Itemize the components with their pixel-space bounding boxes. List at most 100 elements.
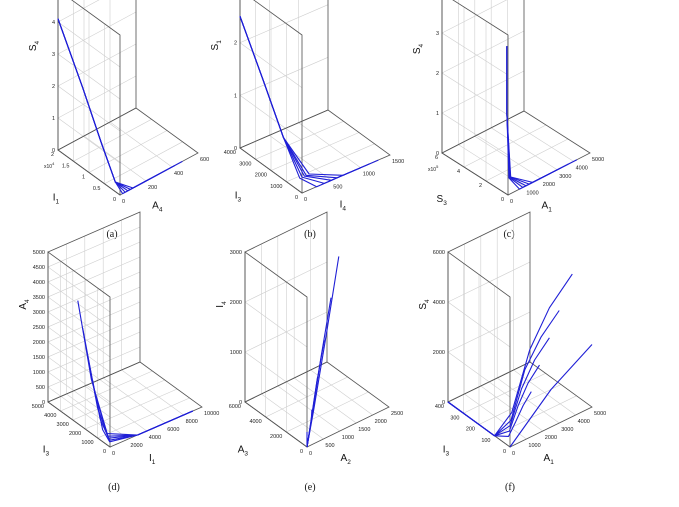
z-tick-label: 2	[234, 41, 237, 47]
chart-panel-b: 010002000300040000500100015000123x105I3I…	[210, 0, 404, 240]
panel-caption: (b)	[304, 229, 316, 240]
gridline-z	[57, 11, 137, 100]
x-tick-label: 4	[457, 169, 460, 175]
x-tick-label: 0	[103, 449, 106, 455]
x-axis-label: S3	[437, 194, 448, 207]
x-tick-label: 2	[479, 183, 482, 189]
panel-caption: (c)	[503, 229, 514, 240]
gridline-z	[447, 261, 531, 348]
y-axis-label: I4	[340, 200, 347, 213]
z-tick-label: 4	[52, 20, 55, 26]
gridline-z	[239, 4, 329, 88]
z-tick-label: 1	[234, 93, 237, 99]
chart-panel-a: 00.511.520200400600012345x105x104I1A4S4(…	[28, 0, 209, 240]
y-tick-label: 2000	[545, 435, 557, 441]
gridline-y	[268, 0, 332, 181]
x-axis-label: I3	[43, 444, 50, 457]
gridline-z	[253, 0, 303, 36]
z-axis-label: A4	[18, 299, 31, 310]
z-tick-label: 2	[436, 71, 439, 77]
x-tick-label: 0	[113, 197, 116, 203]
z-tick-label: 2000	[230, 300, 242, 306]
gridline-z	[47, 256, 141, 343]
gridline-y	[244, 252, 308, 448]
gridline-x	[494, 285, 577, 437]
gridline-z	[447, 311, 531, 398]
gridline-y	[496, 228, 560, 424]
data-curve-5	[306, 409, 313, 448]
gridline-z	[447, 361, 531, 448]
axes-wall-left	[244, 251, 308, 448]
x-tick-label: 0	[503, 449, 506, 455]
y-tick-label: 2500	[391, 411, 403, 417]
z-tick-label: 2500	[33, 325, 45, 331]
y-tick-label: 0	[304, 197, 307, 203]
x-tick-label: 300	[450, 415, 459, 421]
gridline-x	[57, 0, 137, 151]
x-tick-label: 3000	[239, 161, 251, 167]
y-tick-label: 10000	[204, 411, 219, 417]
y-tick-label: 600	[200, 157, 209, 163]
gridline-x	[441, 0, 525, 154]
x-exponent-label: x104	[44, 161, 55, 170]
y-tick-label: 2000	[543, 182, 555, 188]
y-tick-label: 2000	[375, 419, 387, 425]
x-tick-label: 5000	[32, 404, 44, 410]
panel-caption: (a)	[106, 229, 117, 240]
y-tick-label: 4000	[578, 419, 590, 425]
z-tick-label: 4000	[433, 300, 445, 306]
gridline-x	[88, 12, 168, 174]
z-tick-label: 5000	[33, 250, 45, 256]
data-curve-4	[57, 18, 160, 193]
y-tick-label: 1000	[363, 172, 375, 178]
gridline-z	[47, 226, 141, 313]
axes-floor	[244, 361, 390, 448]
y-tick-label: 8000	[186, 419, 198, 425]
data-curve-5	[506, 46, 542, 190]
chart-panel-d: 0100020003000400050000200040006000800010…	[18, 211, 219, 493]
x-axis-label: I3	[443, 444, 450, 457]
x-tick-label: 4000	[224, 150, 236, 156]
gridline-z	[47, 301, 141, 388]
gridline-x	[73, 1, 152, 162]
axes-wall-right	[447, 211, 531, 403]
panel-caption: (e)	[304, 482, 315, 493]
chart-panel-f: 0100200300400010002000300040005000020004…	[418, 211, 606, 493]
x-tick-label: 4000	[249, 419, 261, 425]
gridline-z	[47, 286, 141, 373]
y-tick-label: 400	[174, 171, 183, 177]
x-axis-label: I3	[235, 190, 242, 203]
y-tick-label: 0	[309, 451, 312, 457]
gridline-x	[463, 7, 547, 168]
x-exponent-label: x105	[428, 164, 439, 173]
gridline-y	[277, 236, 340, 432]
z-tick-label: 1	[436, 111, 439, 117]
data-curve-3	[239, 16, 361, 181]
gridline-z	[47, 271, 141, 358]
y-tick-label: 3000	[561, 427, 573, 433]
data-curve-5	[239, 16, 335, 188]
gridline-x	[119, 35, 199, 196]
y-axis-label: A1	[544, 453, 555, 466]
z-axis-label: S4	[418, 299, 431, 310]
x-tick-label: 0	[295, 195, 298, 201]
gridline-x	[447, 252, 531, 403]
z-tick-label: 1	[52, 116, 55, 122]
z-tick-label: 0	[239, 400, 242, 406]
x-tick-label: 100	[481, 438, 490, 444]
y-tick-label: 5000	[592, 157, 604, 163]
x-tick-label: 4000	[44, 413, 56, 419]
gridline-z	[47, 241, 141, 328]
z-tick-label: 3000	[230, 250, 242, 256]
x-tick-label: 0	[501, 197, 504, 203]
gridline-z	[47, 331, 141, 418]
data-curve-2	[82, 328, 194, 437]
z-tick-label: 4000	[33, 280, 45, 286]
z-tick-label: 3	[436, 31, 439, 37]
x-tick-label: 2000	[255, 173, 267, 179]
y-tick-label: 0	[510, 199, 513, 205]
x-tick-label: 200	[466, 427, 475, 433]
y-tick-label: 0	[112, 451, 115, 457]
chart-panel-e: 0200040006000050010001500200025000100020…	[215, 211, 403, 493]
